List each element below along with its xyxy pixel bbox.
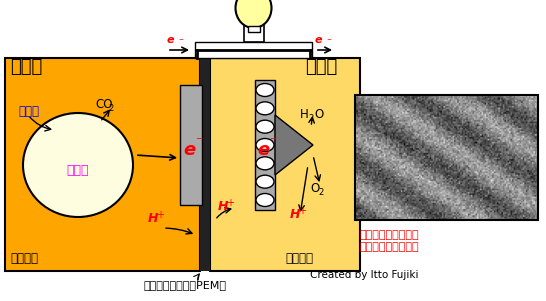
Ellipse shape [256, 194, 274, 206]
Text: 2: 2 [308, 114, 313, 123]
Text: 微生物: 微生物 [67, 163, 89, 176]
Text: O: O [314, 108, 323, 121]
Bar [355, 95, 538, 220]
Bar [255, 80, 275, 210]
Ellipse shape [256, 120, 274, 133]
Text: e: e [257, 141, 269, 159]
Text: +: + [298, 206, 306, 216]
Bar [244, 24, 264, 42]
Ellipse shape [256, 102, 274, 115]
Text: $^-$: $^-$ [268, 135, 278, 148]
Bar [180, 85, 202, 205]
Ellipse shape [235, 0, 271, 28]
Text: プロトン交換膜（PEM）: プロトン交換膜（PEM） [144, 280, 227, 290]
Polygon shape [275, 115, 313, 175]
Ellipse shape [256, 157, 274, 170]
Text: H: H [148, 212, 158, 225]
Text: 正極槽: 正極槽 [305, 58, 337, 76]
Ellipse shape [256, 83, 274, 97]
Text: O: O [310, 182, 319, 195]
Text: 化学スケールの形成: 化学スケールの形成 [360, 242, 420, 252]
Text: 嵌気条件: 嵌気条件 [10, 252, 38, 265]
Text: 負極槽: 負極槽 [10, 58, 42, 76]
Bar [247, 26, 259, 32]
Text: CO: CO [95, 98, 112, 111]
Text: +: + [226, 198, 234, 208]
Ellipse shape [256, 138, 274, 151]
Text: +: + [156, 210, 164, 220]
Text: バイオフィルム及び: バイオフィルム及び [360, 230, 420, 240]
Text: H: H [300, 108, 308, 121]
Bar [5, 58, 200, 271]
Bar [210, 58, 360, 271]
Text: $^-$: $^-$ [325, 36, 333, 45]
Text: e: e [167, 35, 175, 45]
Text: H: H [218, 200, 228, 213]
Text: e: e [183, 141, 195, 159]
Text: $^-$: $^-$ [177, 36, 185, 45]
Text: 2: 2 [108, 104, 113, 113]
Text: 好気条件: 好気条件 [285, 252, 313, 265]
Text: Created by Itto Fujiki: Created by Itto Fujiki [310, 270, 418, 280]
Text: H: H [290, 208, 300, 221]
Bar [200, 58, 210, 271]
Bar [195, 42, 312, 58]
Ellipse shape [23, 113, 133, 217]
Ellipse shape [256, 175, 274, 188]
Text: 2: 2 [318, 188, 323, 197]
Text: $^-$: $^-$ [194, 135, 204, 148]
Text: 有機物: 有機物 [18, 105, 39, 118]
Text: e: e [315, 35, 323, 45]
